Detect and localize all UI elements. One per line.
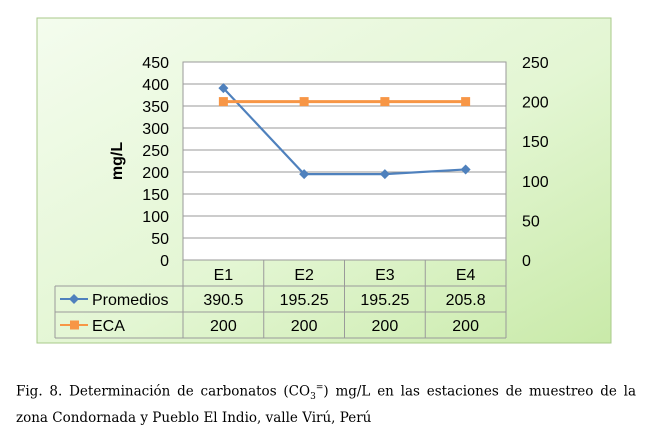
- y2-tick-label: 150: [522, 134, 549, 151]
- plot-area: [182, 61, 507, 261]
- y-tick-label: 250: [142, 143, 169, 160]
- y-axis-left: 0 50 100 150 200 250 300 350 400 450: [142, 55, 169, 270]
- caption-tail: ) mg/L en las estaciones de muestreo de …: [16, 383, 637, 427]
- y2-tick-label: 200: [522, 95, 549, 112]
- x-category-label: E1: [214, 267, 234, 284]
- y-tick-label: 200: [142, 165, 169, 182]
- caption-lead: Fig. 8. Determinación de carbonatos (CO: [16, 383, 311, 400]
- caption-superscript: =: [315, 383, 324, 393]
- y2-tick-label: 50: [522, 213, 540, 230]
- legend-marker: [70, 320, 79, 330]
- data-point: [461, 97, 471, 107]
- y2-tick-label: 250: [522, 55, 549, 72]
- figure-caption: Fig. 8. Determinación de carbonatos (CO3…: [16, 378, 636, 429]
- table-cell-value: 195.25: [280, 292, 329, 309]
- y-tick-label: 300: [142, 121, 169, 138]
- data-point: [460, 164, 471, 175]
- table-cell-value: 205.8: [446, 292, 486, 309]
- y-axis-right: 0 50 100 150 200 250: [522, 55, 549, 270]
- table-cell-value: 200: [210, 318, 237, 335]
- table-cell-value: 200: [452, 318, 479, 335]
- y-tick-label: 350: [142, 99, 169, 116]
- y-tick-label: 150: [142, 187, 169, 204]
- y-axis-label: mg/L: [109, 142, 126, 180]
- table-cell-value: 200: [291, 318, 318, 335]
- series-line: [222, 87, 466, 176]
- table-cell-value: 200: [372, 318, 399, 335]
- chart: 0 50 100 150 200 250 300 350 400 450 0 50 100 150 200…: [36, 17, 612, 344]
- y2-tick-label: 100: [522, 174, 549, 191]
- x-category-label: E2: [294, 267, 314, 284]
- data-point: [380, 97, 390, 107]
- x-category-label: E3: [375, 267, 395, 284]
- data-point: [299, 97, 309, 107]
- y-tick-label: 450: [142, 55, 169, 72]
- legend-marker: [69, 294, 79, 304]
- series-name: Promedios: [92, 292, 168, 309]
- data-point: [218, 83, 229, 94]
- data-point: [379, 169, 390, 180]
- data-point: [299, 169, 310, 180]
- series-layer: [218, 83, 471, 180]
- series-name: ECA: [92, 318, 125, 335]
- y-tick-label: 100: [142, 209, 169, 226]
- table-cell-value: 195.25: [360, 292, 409, 309]
- y-tick-label: 400: [142, 77, 169, 94]
- x-category-label: E4: [456, 267, 476, 284]
- gridlines: [183, 83, 506, 239]
- data-table: E1 E2 E3 E4 Promedios 390.5 195.25 195.25 205.8 E…: [54, 259, 507, 339]
- table-cell-value: 390.5: [203, 292, 243, 309]
- data-point: [218, 97, 228, 107]
- y2-tick-label: 0: [522, 253, 531, 270]
- y-tick-label: 0: [160, 253, 169, 270]
- y-tick-label: 50: [151, 231, 169, 248]
- caption-subscript: 3: [310, 392, 316, 403]
